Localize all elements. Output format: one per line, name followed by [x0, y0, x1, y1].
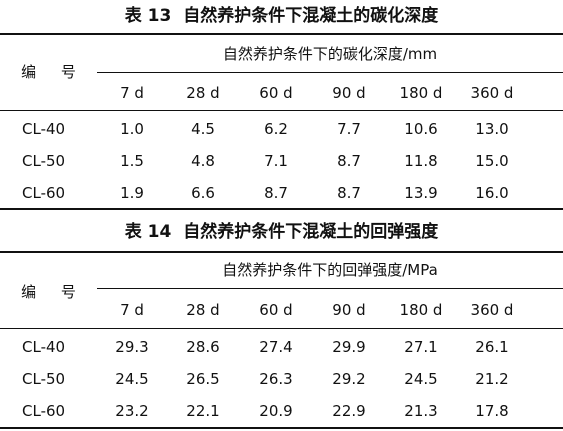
value-cell: 8.7 — [337, 184, 361, 202]
header-partial-rule — [97, 288, 563, 289]
value-cell: 29.2 — [332, 370, 366, 388]
table-title: 自然养护条件下混凝土的回弹强度 — [183, 222, 439, 242]
value-cell: 15.0 — [475, 152, 509, 170]
table-caption: 表 13 自然养护条件下混凝土的碳化深度 — [0, 5, 563, 27]
row-id: CL-40 — [22, 338, 66, 356]
value-cell: 1.9 — [120, 184, 144, 202]
value-cell: 29.9 — [332, 338, 366, 356]
value-cell: 6.6 — [191, 184, 215, 202]
row-id: CL-60 — [22, 402, 66, 420]
table-bottom-rule — [0, 427, 563, 429]
age-header-cell: 60 d — [259, 84, 293, 102]
header-partial-rule — [97, 72, 563, 73]
header-bottom-rule — [0, 110, 563, 111]
table-caption: 表 14 自然养护条件下混凝土的回弹强度 — [0, 221, 563, 243]
row-id: CL-60 — [22, 184, 66, 202]
value-cell: 1.0 — [120, 120, 144, 138]
row-id: CL-40 — [22, 120, 66, 138]
value-cell: 13.9 — [404, 184, 438, 202]
age-header-cell: 360 d — [470, 301, 514, 319]
age-header-cell: 90 d — [332, 84, 366, 102]
value-cell: 4.5 — [191, 120, 215, 138]
id-column-header: 编 号 — [21, 63, 86, 81]
value-cell: 8.7 — [337, 152, 361, 170]
table-top-rule — [0, 251, 563, 253]
value-cell: 24.5 — [404, 370, 438, 388]
value-cell: 7.1 — [264, 152, 288, 170]
value-cell: 6.2 — [264, 120, 288, 138]
value-cell: 7.7 — [337, 120, 361, 138]
value-cell: 26.5 — [186, 370, 220, 388]
age-header-cell: 180 d — [399, 301, 443, 319]
age-header-cell: 28 d — [186, 84, 220, 102]
value-cell: 16.0 — [475, 184, 509, 202]
value-cell: 10.6 — [404, 120, 438, 138]
age-header-cell: 180 d — [399, 84, 443, 102]
span-column-header: 自然养护条件下的碳化深度/mm — [222, 45, 438, 63]
age-header-cell: 60 d — [259, 301, 293, 319]
value-cell: 26.1 — [475, 338, 509, 356]
age-header-cell: 7 d — [120, 301, 144, 319]
value-cell: 27.1 — [404, 338, 438, 356]
value-cell: 8.7 — [264, 184, 288, 202]
value-cell: 4.8 — [191, 152, 215, 170]
value-cell: 1.5 — [120, 152, 144, 170]
span-column-header: 自然养护条件下的回弹强度/MPa — [222, 261, 438, 279]
value-cell: 13.0 — [475, 120, 509, 138]
age-header-cell: 28 d — [186, 301, 220, 319]
value-cell: 22.9 — [332, 402, 366, 420]
value-cell: 17.8 — [475, 402, 509, 420]
table-title: 自然养护条件下混凝土的碳化深度 — [183, 6, 439, 26]
value-cell: 22.1 — [186, 402, 220, 420]
age-header-cell: 90 d — [332, 301, 366, 319]
header-bottom-rule — [0, 328, 563, 329]
id-column-header: 编 号 — [21, 283, 86, 301]
value-cell: 20.9 — [259, 402, 293, 420]
value-cell: 28.6 — [186, 338, 220, 356]
value-cell: 11.8 — [404, 152, 438, 170]
value-cell: 26.3 — [259, 370, 293, 388]
age-header-cell: 360 d — [470, 84, 514, 102]
value-cell: 23.2 — [115, 402, 149, 420]
value-cell: 21.3 — [404, 402, 438, 420]
row-id: CL-50 — [22, 152, 66, 170]
table-number: 表 13 — [124, 6, 172, 26]
value-cell: 21.2 — [475, 370, 509, 388]
table-number: 表 14 — [124, 222, 172, 242]
table-top-rule — [0, 33, 563, 35]
age-header-cell: 7 d — [120, 84, 144, 102]
row-id: CL-50 — [22, 370, 66, 388]
value-cell: 27.4 — [259, 338, 293, 356]
value-cell: 24.5 — [115, 370, 149, 388]
table-bottom-rule — [0, 208, 563, 210]
value-cell: 29.3 — [115, 338, 149, 356]
